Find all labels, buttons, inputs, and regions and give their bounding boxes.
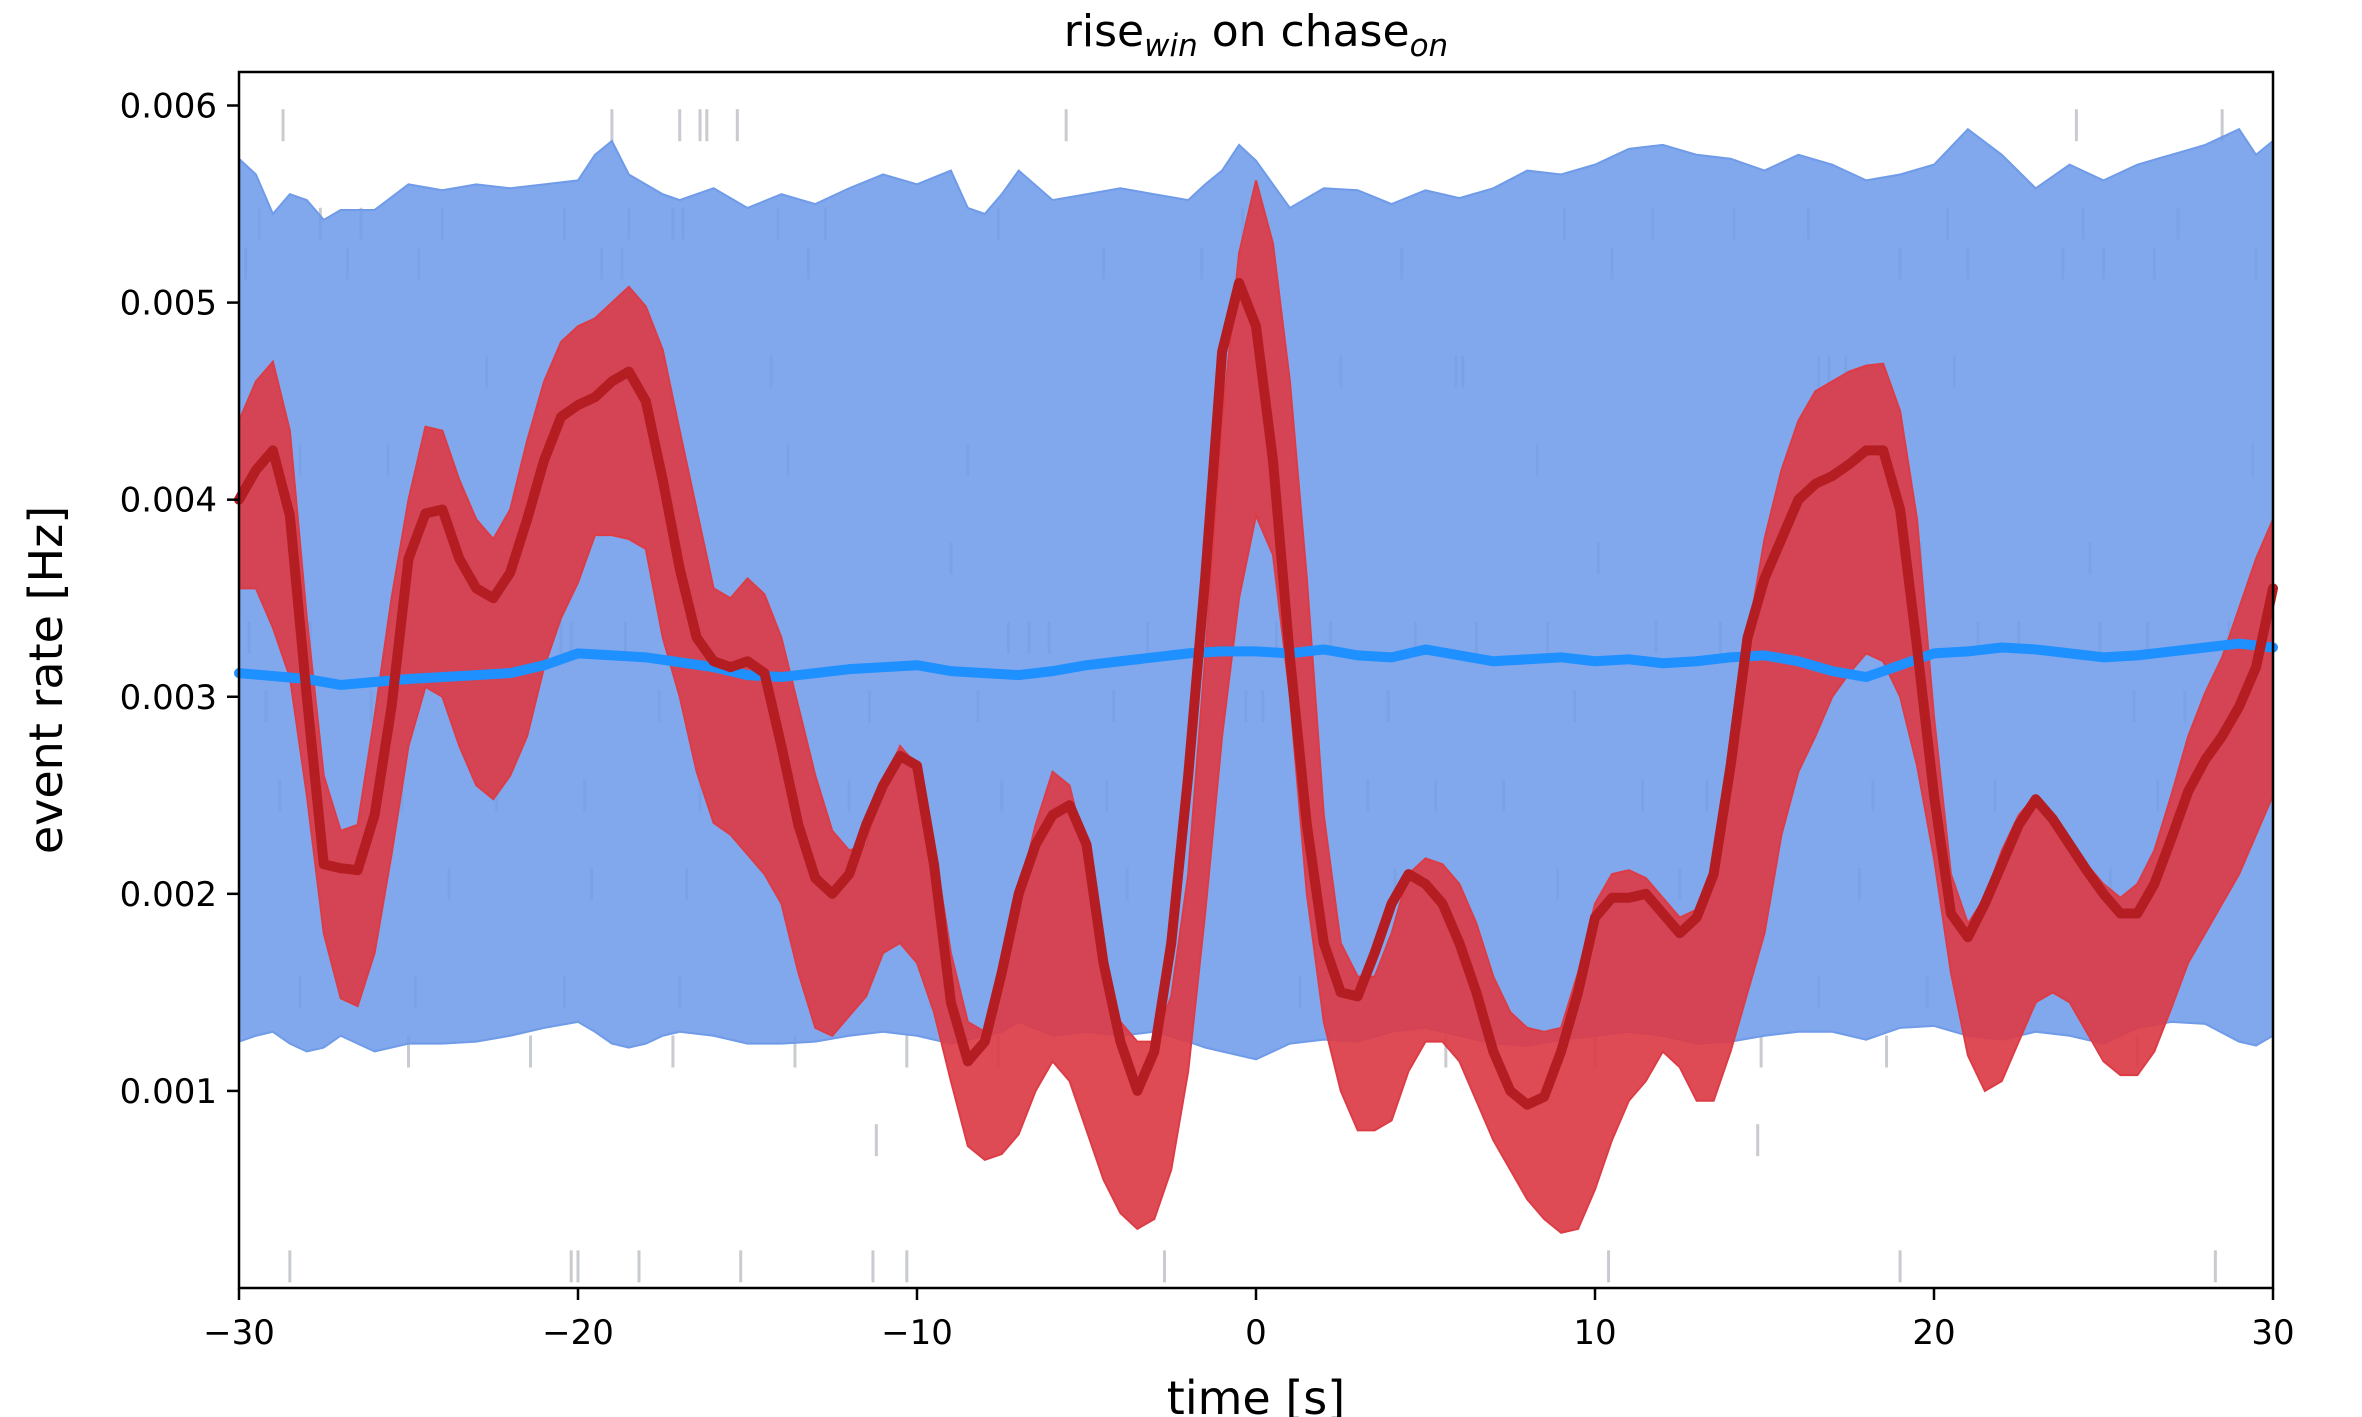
x-tick-label: −20 (542, 1313, 614, 1353)
x-tick-label: 30 (2251, 1313, 2294, 1353)
y-tick-label: 0.002 (120, 875, 217, 915)
x-axis: −30 −20 −10 0 10 20 30 (203, 1288, 2295, 1353)
x-axis-label: time [s] (1167, 1371, 1345, 1417)
title-base-rise: rise (1064, 6, 1144, 57)
y-tick-label: 0.001 (120, 1072, 217, 1112)
signal-mean-line (234, 277, 2278, 1110)
x-tick-label: 0 (1245, 1313, 1267, 1353)
y-axis: 0.001 0.002 0.003 0.004 0.005 0.006 (120, 87, 239, 1112)
title-subscript-win: win (1144, 28, 1198, 64)
title-middle: on chase (1198, 6, 1410, 57)
x-tick-label: 20 (1912, 1313, 1955, 1353)
y-tick-label: 0.006 (120, 87, 217, 127)
plot-area (234, 70, 2278, 1290)
y-tick-label: 0.004 (120, 481, 217, 521)
y-axis-label: event rate [Hz] (19, 506, 73, 854)
x-tick-label: −10 (881, 1313, 953, 1353)
x-tick-label: −30 (203, 1313, 275, 1353)
title-subscript-on: on (1410, 28, 1449, 64)
y-tick-label: 0.005 (120, 284, 217, 324)
signal-mean-layer (234, 277, 2278, 1110)
x-tick-label: 10 (1573, 1313, 1616, 1353)
y-tick-label: 0.003 (120, 678, 217, 718)
chart-title: risewin on chaseon (1064, 6, 1448, 64)
